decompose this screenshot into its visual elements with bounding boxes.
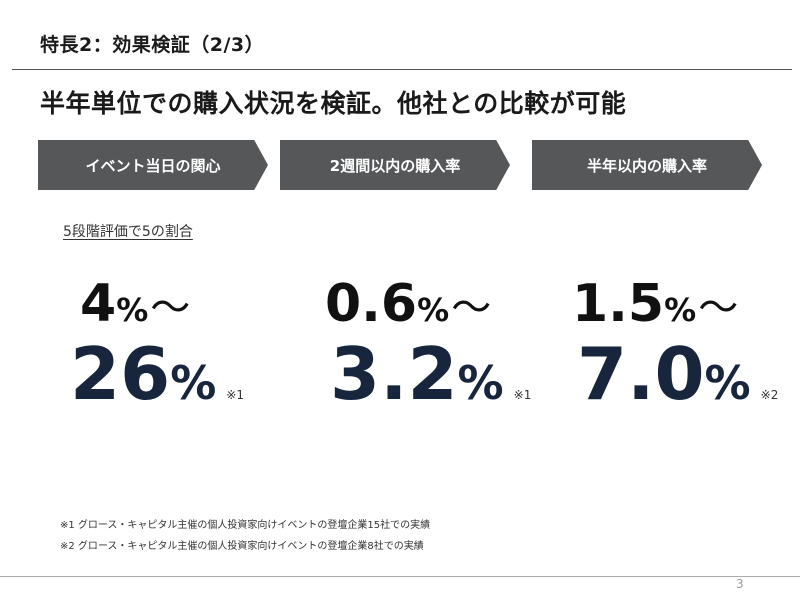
- stat-from: 4%～: [80, 274, 190, 334]
- top-divider: [12, 69, 792, 70]
- rating-note-label: 5段階評価で5の割合: [63, 224, 193, 240]
- footnote-1: ※1 グロース・キャピタル主催の個人投資家向けイベントの登壇企業15社での実績: [60, 520, 431, 531]
- stat-from-value: 1.5: [572, 274, 665, 334]
- stat-tilde: ～: [150, 285, 191, 331]
- stat-tilde: ～: [698, 285, 739, 331]
- process-steps: イベント当日の関心 2週間以内の購入率 半年以内の購入率: [38, 140, 768, 190]
- step-two-week-purchase: 2週間以内の購入率: [280, 140, 510, 190]
- stat-event-interest: 4%～ 26% ※1: [70, 262, 310, 432]
- stat-from-value: 0.6: [325, 274, 418, 334]
- stat-to: 7.0% ※2: [577, 332, 778, 416]
- stat-half-year-purchase: 1.5%～ 7.0% ※2: [572, 262, 800, 432]
- stat-to: 3.2% ※1: [330, 332, 531, 416]
- page-number: 3: [736, 577, 744, 591]
- stat-to-value: 26: [70, 332, 171, 416]
- stat-to-value: 7.0: [577, 332, 705, 416]
- stat-to-unit: %: [170, 356, 217, 410]
- step-event-interest: イベント当日の関心: [38, 140, 268, 190]
- stat-from-value: 4: [80, 274, 117, 334]
- stat-from-unit: %: [417, 291, 450, 329]
- stat-to-unit: %: [457, 356, 504, 410]
- stat-from: 0.6%～: [325, 274, 491, 334]
- stat-from-unit: %: [116, 291, 149, 329]
- stat-to: 26% ※1: [70, 332, 244, 416]
- footnote-2: ※2 グロース・キャピタル主催の個人投資家向けイベントの登壇企業8社での実績: [60, 541, 424, 552]
- stat-from: 1.5%～: [572, 274, 738, 334]
- stat-tilde: ～: [451, 285, 492, 331]
- step-half-year-purchase: 半年以内の購入率: [532, 140, 762, 190]
- stat-two-week-purchase: 0.6%～ 3.2% ※1: [325, 262, 565, 432]
- stat-footnote-ref: ※2: [760, 388, 779, 402]
- headline: 半年単位での購入状況を検証。他社との比較が可能: [40, 89, 627, 118]
- stat-from-unit: %: [664, 291, 697, 329]
- stat-footnote-ref: ※1: [513, 388, 532, 402]
- section-title: 特長2：効果検証（2/3）: [40, 34, 265, 56]
- stat-to-unit: %: [704, 356, 751, 410]
- bottom-divider: [0, 576, 800, 577]
- stat-to-value: 3.2: [330, 332, 458, 416]
- stat-footnote-ref: ※1: [226, 388, 244, 402]
